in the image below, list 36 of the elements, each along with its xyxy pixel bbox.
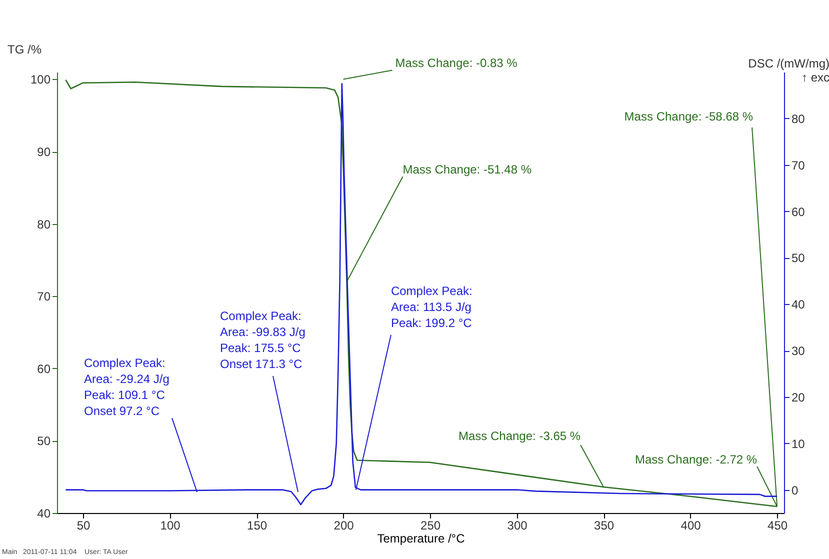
x-tick-label: 150 [247,518,268,532]
x-tick-label: 300 [507,518,528,532]
x-tick-label: 50 [76,518,91,532]
annotation: Complex Peak: Area: -29.24 J/g Peak: 109.1 °C Onset 97.2 °C [84,356,170,418]
y2-tick-label: 20 [792,390,806,404]
annotation: Mass Change: -0.83 % [395,56,518,70]
annotation: Mass Change: -2.72 % [634,452,758,466]
annotation: Mass Change: -58.68 % [624,109,754,124]
x-tick-label: 200 [334,518,354,532]
x-tick-label: 250 [420,518,441,532]
y2-tick-label: 40 [792,298,806,312]
y-axis-title: TG /% [8,42,42,56]
x-tick-label: 350 [594,518,614,532]
annotation: Mass Change: -3.65 % [458,428,581,443]
x-axis-title: Temperature /°C [377,532,466,546]
y-tick-label: 50 [37,434,51,448]
y-tick-label: 40 [37,506,51,520]
y2-tick-label: 30 [792,344,806,358]
y-tick-label: 90 [37,145,51,160]
x-tick-label: 450 [768,518,788,532]
y-tick-label: 80 [37,217,51,232]
annotation: Complex Peak: Area: 113.5 J/g Peak: 199.2 °C [390,284,472,330]
y2-tick-label: 10 [792,436,806,451]
y2-tick-label: 80 [792,112,806,126]
y-tick-label: 60 [37,362,51,376]
y2-tick-label: 70 [792,158,806,172]
annotation: Mass Change: -51.48 % [402,162,532,177]
y-tick-label: 100 [30,72,51,87]
y2-axis-title: DSC /(mW/mg) ↑ exc [748,56,829,84]
y2-tick-label: 60 [792,204,806,219]
y2-tick-label: 50 [792,251,806,266]
y2-tick-label: 0 [792,483,798,498]
annotation: Complex Peak: Area: -99.83 J/g Peak: 175.5 °C Onset 171.3 °C [220,309,306,372]
x-tick-label: 100 [160,518,181,532]
y-tick-label: 70 [37,290,51,304]
x-tick-label: 400 [680,518,702,532]
